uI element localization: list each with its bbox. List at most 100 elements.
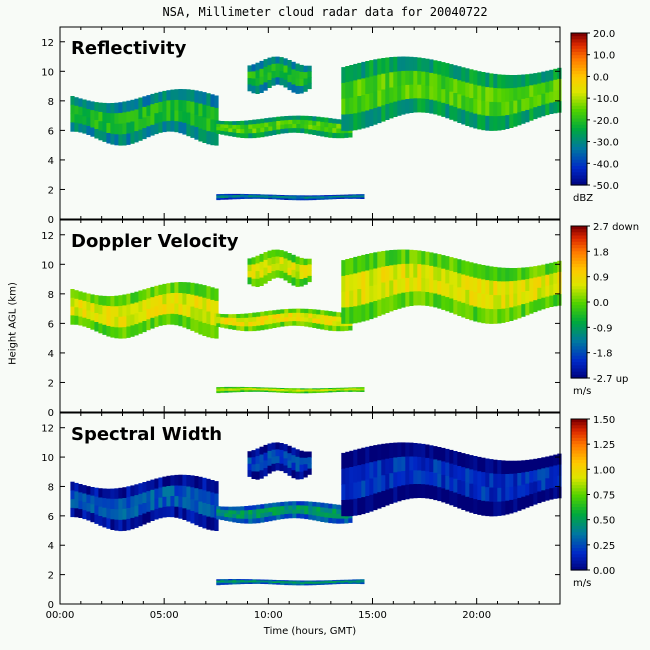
echo-column — [264, 127, 269, 133]
echo-column — [336, 119, 341, 125]
echo-column — [505, 487, 510, 502]
echo-column — [259, 470, 264, 479]
echo-column — [288, 321, 293, 326]
echo-column — [409, 263, 414, 279]
echo-column — [158, 294, 163, 306]
echo-column — [122, 316, 127, 328]
echo-column — [224, 389, 229, 392]
colorbar-tick-label: 0.00 — [593, 566, 615, 577]
echo-column — [497, 116, 502, 131]
echo-column — [336, 582, 341, 585]
echo-column — [283, 258, 288, 267]
echo-column — [252, 388, 257, 390]
echo-column — [190, 499, 195, 512]
echo-column — [352, 581, 357, 583]
echo-column — [361, 464, 366, 482]
echo-column — [264, 324, 269, 330]
echo-column — [255, 456, 260, 465]
echo-column — [256, 390, 261, 392]
echo-column — [288, 198, 293, 201]
echo-column — [332, 504, 337, 510]
echo-column — [377, 283, 382, 301]
echo-column — [481, 500, 486, 516]
echo-column — [393, 294, 398, 310]
echo-column — [102, 295, 107, 306]
echo-column — [344, 133, 349, 138]
echo-column — [247, 71, 252, 79]
echo-column — [86, 319, 91, 328]
echo-column — [307, 65, 312, 72]
echo-column — [461, 495, 466, 510]
echo-column — [381, 266, 386, 283]
colorbar-segment — [571, 58, 587, 63]
echo-column — [158, 315, 163, 326]
echo-column — [256, 312, 261, 318]
echo-column — [545, 274, 550, 287]
echo-column — [252, 124, 257, 130]
echo-column — [341, 452, 346, 470]
echo-column — [537, 83, 542, 96]
echo-column — [377, 251, 382, 269]
echo-column — [541, 457, 546, 469]
echo-column — [345, 483, 350, 501]
echo-column — [206, 93, 211, 107]
echo-column — [405, 249, 410, 265]
echo-column — [300, 583, 305, 586]
echo-column — [284, 198, 289, 200]
echo-column — [236, 193, 241, 196]
echo-column — [457, 466, 462, 481]
echo-column — [190, 89, 195, 103]
echo-column — [453, 79, 458, 94]
echo-column — [166, 110, 171, 122]
echo-column — [74, 114, 79, 124]
echo-column — [264, 517, 269, 522]
echo-column — [449, 284, 454, 299]
echo-column — [158, 477, 163, 489]
echo-column — [465, 96, 470, 112]
colorbar-segment — [571, 374, 587, 379]
echo-column — [170, 120, 175, 132]
echo-column — [356, 194, 361, 196]
echo-column — [296, 388, 301, 390]
echo-column — [545, 81, 550, 94]
echo-column — [397, 100, 402, 116]
echo-column — [549, 466, 554, 478]
colorbar-segment — [571, 86, 587, 91]
echo-column — [110, 306, 115, 318]
echo-column — [284, 580, 289, 582]
echo-column — [142, 106, 147, 118]
echo-column — [437, 61, 442, 76]
echo-column — [328, 122, 333, 129]
echo-column — [307, 77, 312, 84]
echo-column — [295, 464, 300, 473]
echo-column — [170, 303, 175, 315]
echo-column — [268, 315, 273, 320]
echo-column — [82, 99, 87, 109]
echo-column — [288, 581, 293, 583]
echo-column — [308, 501, 313, 507]
echo-column — [433, 446, 438, 460]
echo-column — [236, 314, 241, 319]
echo-column — [365, 94, 370, 111]
echo-column — [304, 317, 309, 323]
echo-column — [260, 508, 265, 514]
echo-column — [94, 487, 99, 498]
echo-column — [287, 82, 292, 91]
echo-column — [70, 104, 75, 115]
echo-column — [174, 496, 179, 508]
echo-column — [505, 88, 510, 103]
echo-column — [533, 458, 538, 471]
echo-column — [541, 297, 546, 310]
echo-column — [501, 281, 506, 296]
cloud-echo-layer — [70, 442, 562, 586]
echo-column — [361, 288, 366, 305]
echo-column — [296, 317, 301, 322]
echo-column — [288, 124, 293, 129]
echo-column — [324, 122, 329, 128]
echo-column — [272, 515, 277, 521]
echo-column — [244, 326, 249, 332]
echo-column — [312, 580, 317, 583]
echo-column — [529, 301, 534, 314]
echo-column — [473, 113, 478, 129]
echo-column — [401, 471, 406, 486]
